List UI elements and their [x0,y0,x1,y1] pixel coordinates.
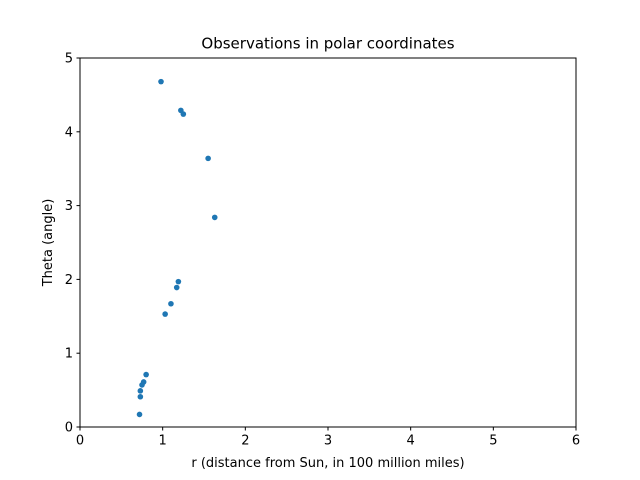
x-tick-label-1: 1 [159,434,167,449]
data-point-5 [143,371,149,378]
x-axis-label: r (distance from Sun, in 100 million mil… [191,456,464,471]
x-tick-label-6: 6 [572,434,580,449]
data-points [136,78,218,418]
y-tick-label-5: 5 [65,52,73,67]
chart-title: Observations in polar coordinates [201,35,454,53]
y-tick-label-0: 0 [65,421,73,436]
y-tick-label-3: 3 [65,199,73,214]
data-point-14 [211,214,218,221]
x-tick-label-3: 3 [324,434,332,449]
data-point-1 [137,393,144,400]
y-tick-label-4: 4 [65,125,73,140]
data-point-12 [180,111,187,117]
data-point-4 [140,379,147,385]
x-axis-ticks: 0 1 2 3 4 5 6 [76,427,580,449]
x-tick-label-0: 0 [76,434,84,449]
data-point-6 [162,311,168,317]
y-axis-label: Theta (angle) [41,199,56,288]
y-axis-ticks: 0 1 2 3 4 5 [65,52,80,436]
x-tick-label-2: 2 [241,434,249,449]
data-point-0 [136,411,143,418]
data-point-7 [168,300,174,307]
data-point-8 [173,284,180,291]
data-point-2 [137,388,144,394]
plot-frame [79,57,577,428]
data-point-13 [205,155,211,162]
data-point-9 [175,278,182,285]
y-tick-label-2: 2 [65,273,73,288]
x-tick-label-5: 5 [489,434,497,449]
x-tick-label-4: 4 [407,434,415,449]
y-tick-label-1: 1 [65,347,73,362]
data-point-10 [158,78,164,85]
